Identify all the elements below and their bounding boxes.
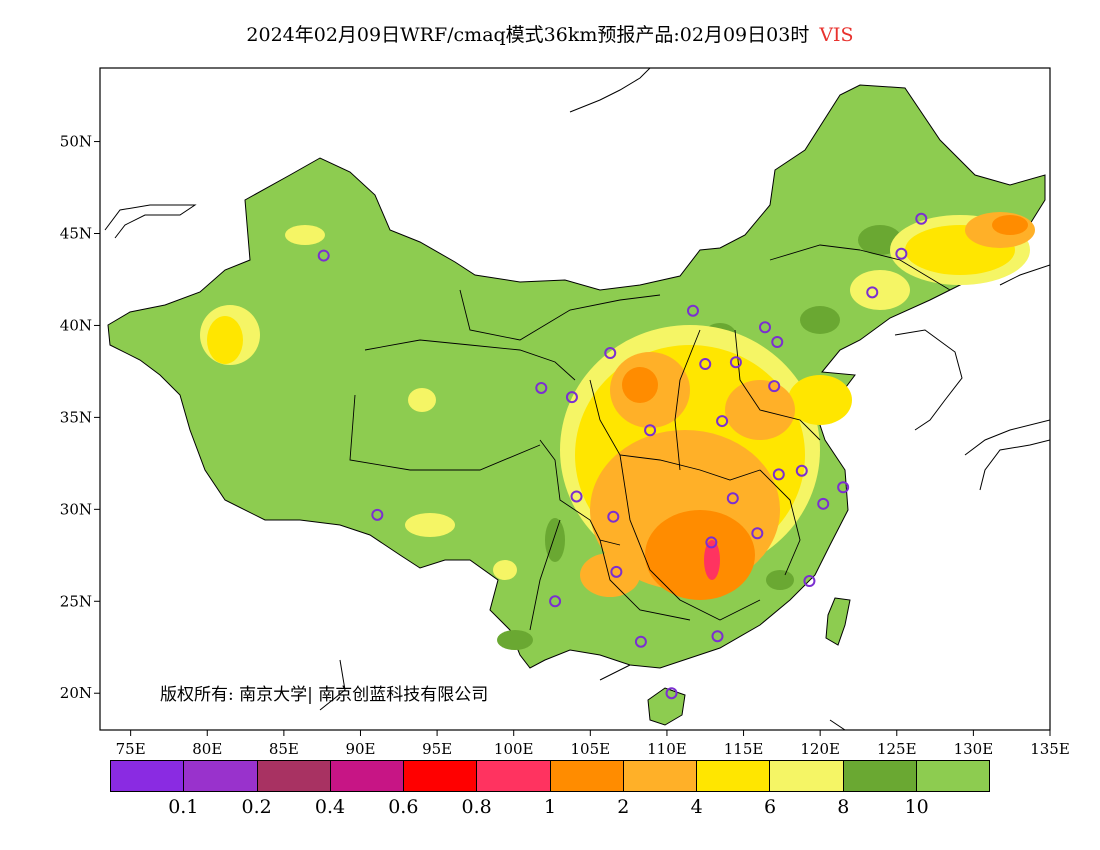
copyright-notice: 版权所有: 南京大学| 南京创蓝科技有限公司 [160, 685, 489, 705]
colorbar-swatch [623, 761, 697, 791]
colorbar-swatch [330, 761, 404, 791]
station-marker [895, 247, 908, 260]
station-marker [371, 508, 384, 521]
lon-label: 85E [269, 740, 299, 758]
station-marker [711, 630, 724, 643]
station-marker [817, 497, 830, 510]
lon-label: 110E [647, 740, 687, 758]
colorbar-swatch [257, 761, 331, 791]
lat-label: 40N [60, 316, 92, 334]
station-marker [726, 492, 739, 505]
lon-label: 80E [192, 740, 222, 758]
station-marker [535, 381, 548, 394]
station-markers [317, 212, 928, 700]
lon-label: 105E [571, 740, 611, 758]
china-landmass [107, 84, 1046, 669]
colorbar-label: 10 [904, 796, 929, 818]
station-marker [317, 249, 330, 262]
colorbar-label: 0.6 [388, 796, 419, 818]
station-marker [565, 391, 578, 404]
station-marker [729, 356, 742, 369]
colorbar [110, 760, 990, 792]
colorbar-label: 0.8 [461, 796, 492, 818]
map-title: 2024年02月09日WRF/cmaq模式36km预报产品:02月09日03时 V… [0, 20, 1100, 47]
lat-label: 25N [60, 592, 92, 610]
lat-label: 20N [60, 684, 92, 702]
vis-1-2-areas [622, 215, 1028, 600]
colorbar-swatch [697, 761, 771, 791]
colorbar-swatch [184, 761, 258, 791]
station-marker [716, 415, 729, 428]
station-marker [549, 595, 562, 608]
colorbar-label: 0.1 [168, 796, 199, 818]
station-marker [795, 464, 808, 477]
vis-0.8-1-areas [704, 540, 720, 580]
neighbor-coastlines [104, 68, 1050, 730]
station-marker [665, 687, 678, 700]
lat-label: 45N [60, 225, 92, 243]
station-marker [570, 490, 583, 503]
lon-label: 130E [954, 740, 994, 758]
colorbar-swatch [916, 761, 989, 791]
station-marker [699, 358, 712, 371]
station-marker [751, 527, 764, 540]
colorbar-swatch [770, 761, 844, 791]
colorbar-swatch [404, 761, 478, 791]
colorbar-label: 2 [617, 796, 630, 818]
station-marker [607, 510, 620, 523]
title-main: 2024年02月09日WRF/cmaq模式36km预报产品:02月09日03时 [246, 24, 810, 46]
lon-label: 75E [116, 740, 146, 758]
station-marker [634, 635, 647, 648]
colorbar-label: 4 [690, 796, 703, 818]
station-marker [866, 286, 879, 299]
station-marker [771, 335, 784, 348]
station-marker [768, 380, 781, 393]
colorbar-label: 8 [837, 796, 850, 818]
station-marker [686, 304, 699, 317]
station-marker [705, 536, 718, 549]
lon-label: 90E [345, 740, 375, 758]
taiwan-island [825, 597, 851, 646]
station-marker [610, 565, 623, 578]
colorbar-label: 1 [543, 796, 557, 818]
colorbar-swatch [111, 761, 185, 791]
lon-label: 100E [494, 740, 534, 758]
colorbar-label: 6 [763, 796, 777, 818]
lon-label: 125E [877, 740, 917, 758]
station-marker [915, 212, 928, 225]
plot-frame [99, 67, 1051, 731]
station-marker [759, 321, 771, 334]
lat-label: 50N [60, 133, 92, 151]
lon-label: 115E [724, 740, 764, 758]
station-marker [644, 424, 657, 437]
colorbar-swatch [550, 761, 624, 791]
map-layer [104, 68, 1050, 730]
station-marker [604, 347, 617, 360]
title-product: VIS [819, 24, 854, 46]
province-boundaries [349, 244, 951, 631]
station-marker [772, 468, 785, 481]
colorbar-label: 0.4 [314, 796, 346, 818]
lat-label: 30N [60, 500, 92, 518]
lon-label: 120E [800, 740, 840, 758]
map-axes: 50N 45N 40N 35N 30N 25N 20N 75E 80E 85E 90E 95E 100E… [60, 133, 1070, 758]
lon-label: 135E [1030, 740, 1070, 758]
lon-label: 95E [422, 740, 452, 758]
station-marker [837, 481, 850, 494]
colorbar-swatch [843, 761, 917, 791]
station-marker [803, 575, 816, 588]
colorbar-label: 0.2 [241, 796, 272, 818]
lat-label: 35N [60, 408, 92, 426]
colorbar-swatch [477, 761, 551, 791]
